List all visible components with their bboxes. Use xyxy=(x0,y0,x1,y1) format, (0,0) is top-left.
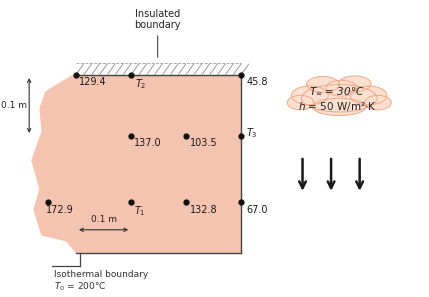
Text: 0.1 m: 0.1 m xyxy=(91,215,117,224)
Text: 132.8: 132.8 xyxy=(190,205,217,215)
Ellipse shape xyxy=(326,80,356,96)
Ellipse shape xyxy=(365,95,391,110)
Text: Insulated
boundary: Insulated boundary xyxy=(134,9,181,57)
Ellipse shape xyxy=(287,95,314,110)
Text: 172.9: 172.9 xyxy=(45,205,73,215)
Ellipse shape xyxy=(313,98,366,116)
Text: $T_3$: $T_3$ xyxy=(246,126,258,140)
Text: $T_1$: $T_1$ xyxy=(134,205,146,218)
Ellipse shape xyxy=(307,76,339,92)
Text: 67.0: 67.0 xyxy=(246,205,268,215)
Polygon shape xyxy=(31,75,242,253)
Text: 45.8: 45.8 xyxy=(246,78,268,87)
Ellipse shape xyxy=(338,76,371,92)
Text: 137.0: 137.0 xyxy=(134,138,162,148)
Ellipse shape xyxy=(292,86,328,105)
Polygon shape xyxy=(76,63,242,75)
Ellipse shape xyxy=(302,85,377,112)
Ellipse shape xyxy=(350,86,387,105)
Text: $h$ = 50 W/m²·K: $h$ = 50 W/m²·K xyxy=(298,100,377,113)
Text: 129.4: 129.4 xyxy=(79,78,107,87)
Text: $T_2$: $T_2$ xyxy=(135,78,147,91)
Text: 103.5: 103.5 xyxy=(190,138,217,148)
Text: $T_\infty$ = 30°C: $T_\infty$ = 30°C xyxy=(309,85,365,97)
Text: Isothermal boundary
$T_0$ = 200°C: Isothermal boundary $T_0$ = 200°C xyxy=(54,270,148,293)
Text: 0.1 m: 0.1 m xyxy=(1,101,27,110)
